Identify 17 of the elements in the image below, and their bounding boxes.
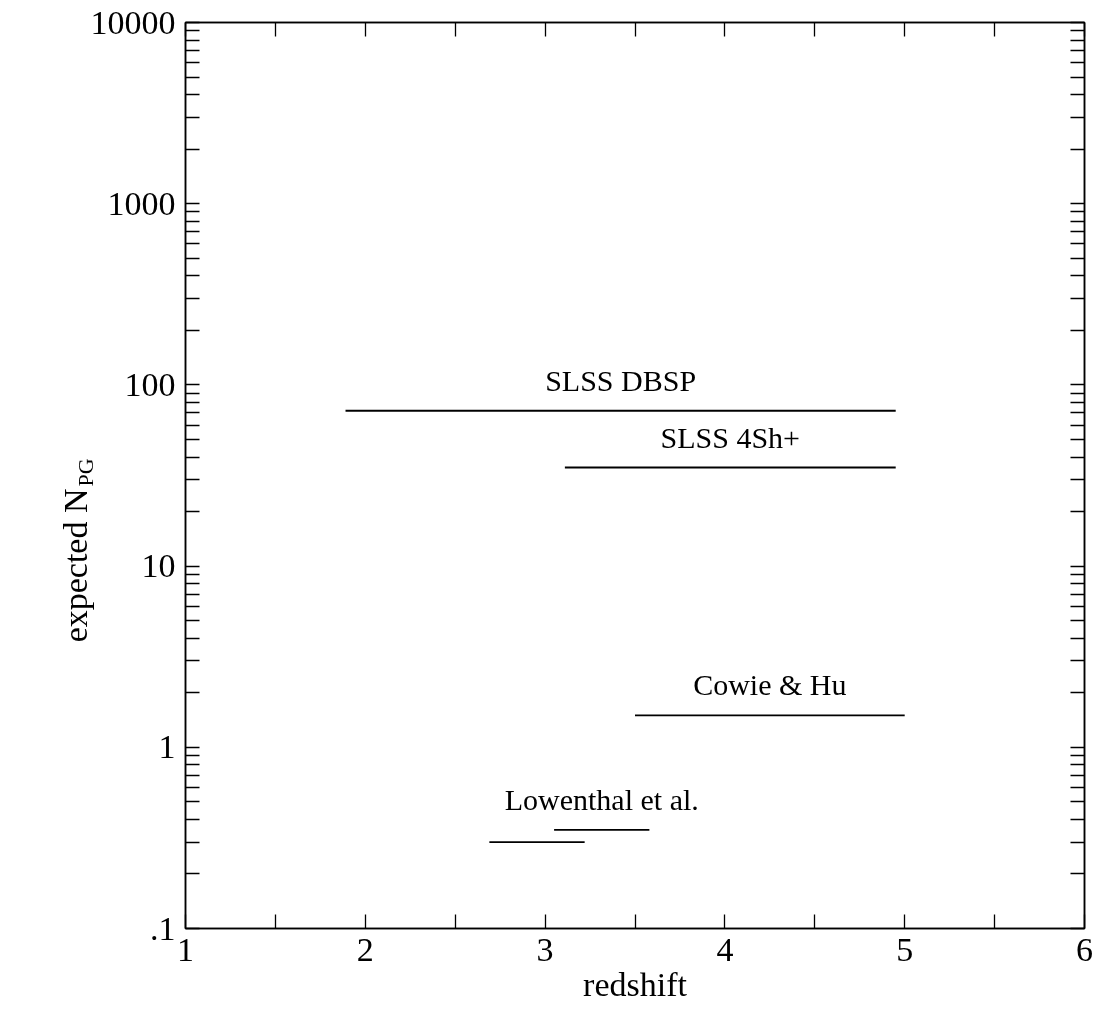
y-tick-label: 10 bbox=[141, 547, 176, 585]
x-tick-label: 3 bbox=[536, 930, 554, 968]
y-tick-label: 10000 bbox=[90, 3, 176, 41]
y-tick-label: 1 bbox=[158, 728, 176, 766]
x-axis-title: redshift bbox=[583, 965, 688, 1003]
y-tick-label: .1 bbox=[150, 909, 176, 947]
series-label: SLSS 4Sh+ bbox=[660, 420, 801, 454]
series-label: SLSS DBSP bbox=[545, 363, 697, 397]
x-tick-label: 5 bbox=[896, 930, 914, 968]
x-tick-label: 2 bbox=[356, 930, 374, 968]
y-tick-label: 1000 bbox=[107, 184, 176, 222]
x-tick-label: 6 bbox=[1076, 930, 1093, 968]
series-label: Cowie & Hu bbox=[693, 668, 847, 702]
y-axis-title: expected NPG bbox=[57, 458, 98, 643]
y-tick-label: 100 bbox=[124, 365, 176, 403]
series-label: Lowenthal et al. bbox=[504, 782, 699, 816]
x-tick-label: 4 bbox=[716, 930, 734, 968]
